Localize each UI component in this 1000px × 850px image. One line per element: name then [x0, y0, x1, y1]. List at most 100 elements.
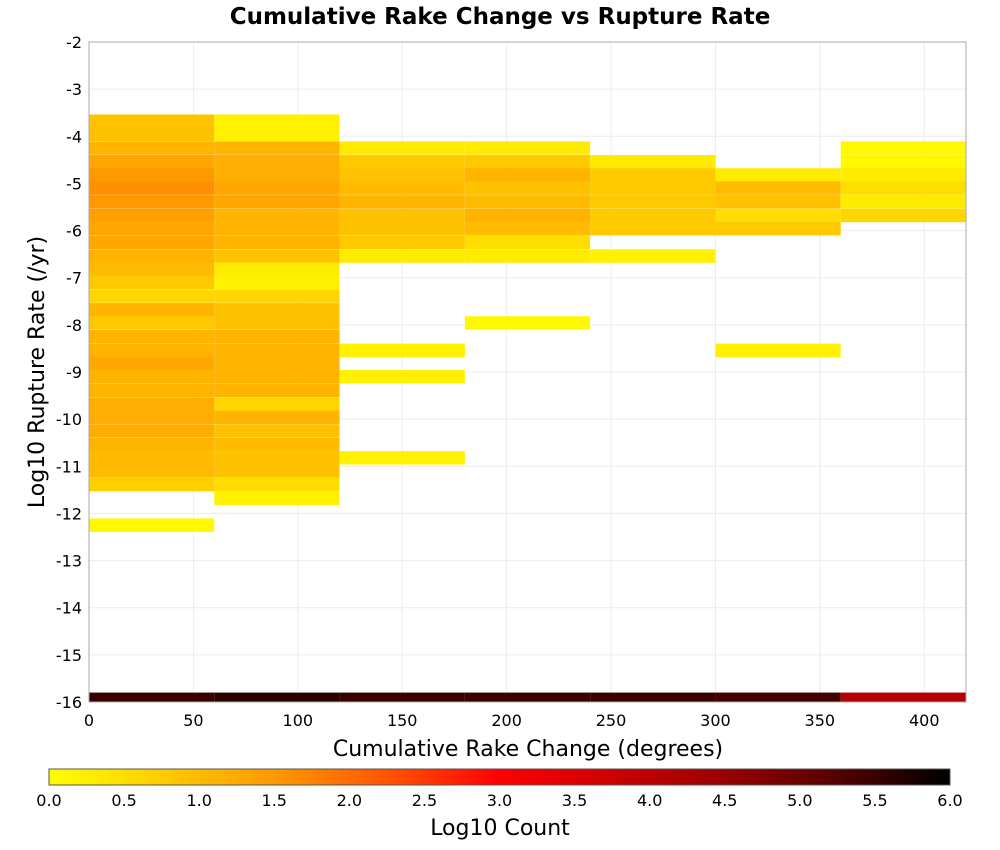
- heatmap-cell: [214, 155, 340, 169]
- x-tick-label: 50: [183, 711, 203, 730]
- heatmap-cell: [89, 303, 215, 317]
- y-tick-label: -8: [66, 316, 82, 335]
- heatmap-cell: [339, 369, 465, 384]
- y-tick-label: -3: [66, 80, 82, 99]
- heatmap-cell: [214, 369, 340, 384]
- heatmap-cell: [89, 289, 215, 303]
- heatmap-cell: [464, 208, 591, 223]
- heatmap-cell: [840, 168, 966, 182]
- y-tick-label: -14: [56, 599, 82, 618]
- heatmap-cell: [89, 262, 215, 276]
- heatmap-cell: [840, 141, 966, 155]
- y-tick-label: -4: [66, 127, 82, 146]
- x-tick-label: 250: [596, 711, 627, 730]
- heatmap-cell: [715, 168, 841, 182]
- heatmap-cell: [339, 249, 465, 263]
- heatmap-cell: [89, 195, 215, 209]
- heatmap-cell: [214, 424, 340, 438]
- heatmap-cell: [214, 181, 340, 195]
- y-tick-label: -7: [66, 269, 82, 288]
- heatmap-cell: [464, 195, 591, 209]
- heatmap-cell: [89, 477, 215, 492]
- heatmap-cell: [214, 168, 340, 182]
- heatmap-cell: [840, 195, 966, 209]
- y-tick-label: -12: [56, 504, 82, 523]
- colorbar-tick-label: 1.5: [262, 791, 287, 810]
- heatmap-cell: [89, 451, 215, 465]
- heatmap-cell: [214, 329, 340, 344]
- colorbar-tick-label: 2.0: [337, 791, 362, 810]
- heatmap-cells: [89, 114, 966, 702]
- heatmap-cell: [339, 208, 465, 223]
- heatmap-cell: [214, 249, 340, 263]
- heatmap-cell: [840, 208, 966, 223]
- heatmap-cell: [214, 491, 340, 506]
- colorbar-tick-label: 6.0: [937, 791, 962, 810]
- colorbar-tick-label: 1.0: [186, 791, 211, 810]
- heatmap-cell: [214, 477, 340, 492]
- colorbar-tick-label: 0.5: [111, 791, 136, 810]
- y-tick-label: -10: [56, 410, 82, 429]
- heatmap-cell: [339, 168, 465, 182]
- colorbar-tick-label: 2.5: [412, 791, 437, 810]
- heatmap-cell: [464, 221, 591, 236]
- heatmap-cell: [214, 397, 340, 411]
- heatmap-cell-bottom-row: [464, 692, 591, 702]
- heatmap-cell: [89, 397, 215, 411]
- y-tick-label: -9: [66, 363, 82, 382]
- heatmap-cell: [590, 195, 716, 209]
- heatmap-cell: [214, 208, 340, 223]
- heatmap-cell: [214, 383, 340, 398]
- colorbar-tick-label: 5.5: [862, 791, 887, 810]
- heatmap-cell: [89, 181, 215, 195]
- chart-title: Cumulative Rake Change vs Rupture Rate: [230, 4, 771, 30]
- colorbar-label: Log10 Count: [430, 816, 570, 841]
- heatmap-cell: [715, 208, 841, 223]
- heatmap-cell: [214, 195, 340, 209]
- heatmap-cell: [89, 518, 215, 532]
- heatmap-cell: [339, 451, 465, 465]
- heatmap-cell: [590, 155, 716, 169]
- colorbar-tick-label: 3.5: [562, 791, 587, 810]
- heatmap-cell: [89, 114, 215, 128]
- y-axis-label: Log10 Rupture Rate (/yr): [25, 236, 50, 508]
- heatmap-cell: [214, 221, 340, 236]
- heatmap-cell: [464, 181, 591, 195]
- heatmap-cell-bottom-row: [339, 692, 465, 702]
- y-tick-label: -15: [56, 646, 82, 665]
- x-tick-label: 150: [387, 711, 418, 730]
- colorbar-tick-label: 4.0: [637, 791, 662, 810]
- heatmap-cell: [214, 410, 340, 424]
- heatmap-cell: [89, 155, 215, 169]
- heatmap-cell: [214, 437, 340, 452]
- heatmap-cell: [464, 168, 591, 182]
- heatmap-cell-bottom-row: [590, 692, 716, 702]
- y-tick-label: -11: [56, 457, 82, 476]
- heatmap-cell: [89, 356, 215, 371]
- colorbar-tick-label: 0.0: [36, 791, 61, 810]
- heatmap-cell-bottom-row: [715, 692, 841, 702]
- heatmap-cell: [214, 356, 340, 371]
- heatmap-cell: [214, 141, 340, 155]
- heatmap-cell: [840, 155, 966, 169]
- x-tick-label: 400: [909, 711, 940, 730]
- heatmap-cell: [214, 451, 340, 465]
- heatmap-cell-bottom-row: [840, 692, 966, 702]
- colorbar-tick-label: 3.0: [487, 791, 512, 810]
- heatmap-cell: [214, 275, 340, 290]
- heatmap-cell: [214, 235, 340, 250]
- heatmap-cell: [89, 343, 215, 358]
- heatmap-cell: [89, 316, 215, 330]
- y-tick-label: -5: [66, 174, 82, 193]
- heatmap-cell: [339, 235, 465, 250]
- heatmap-cell: [89, 249, 215, 263]
- heatmap-cell: [214, 127, 340, 142]
- x-tick-label: 300: [700, 711, 731, 730]
- heatmap-cell: [89, 208, 215, 223]
- heatmap-cell: [339, 181, 465, 195]
- heatmap-cell: [89, 168, 215, 182]
- heatmap-cell: [89, 235, 215, 250]
- x-axis-ticks: 0 50 100 150 200 250 300 350 400: [84, 711, 940, 730]
- heatmap-cell: [214, 316, 340, 330]
- y-axis-ticks: -2 -3 -4 -5 -6 -7 -8 -9 -10 -11 -12 -13 -14 -15 -16: [56, 33, 82, 712]
